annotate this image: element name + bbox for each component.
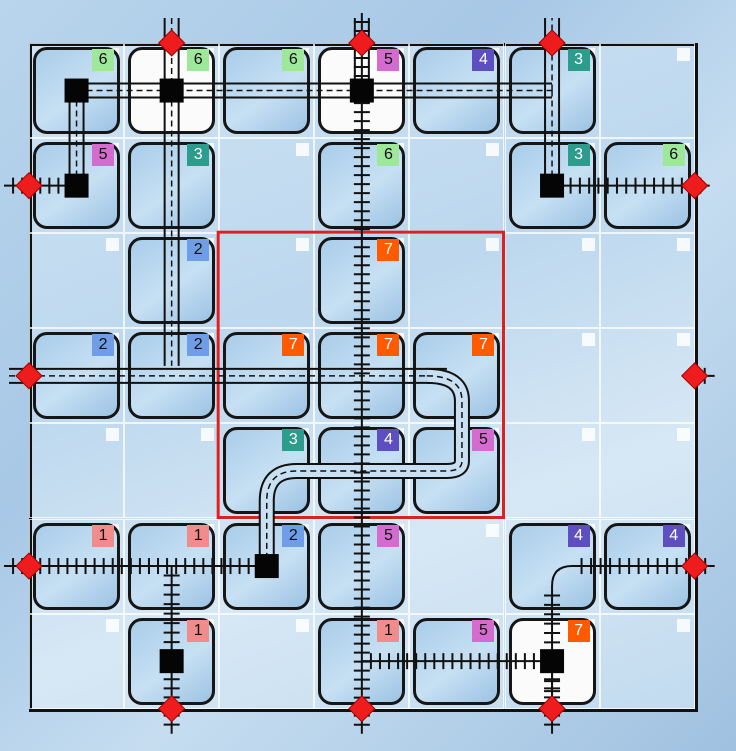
tile-number-badge: 7 (377, 334, 400, 357)
tile-number-badge: 5 (92, 144, 115, 167)
station-square[interactable] (64, 173, 89, 198)
station-square[interactable] (540, 173, 565, 198)
cell-corner-mark (676, 238, 690, 252)
tile-number-badge: 2 (187, 334, 210, 357)
rail-segment (163, 90, 180, 366)
tile-number-badge: 4 (567, 524, 590, 547)
tile-number-badge: 7 (377, 239, 400, 262)
exit-marker[interactable] (538, 29, 566, 57)
station-square[interactable] (64, 78, 89, 103)
cell-corner-mark (581, 428, 595, 442)
board-cell[interactable] (504, 233, 600, 329)
board-cell[interactable] (504, 423, 600, 519)
cell-corner-mark (486, 238, 500, 252)
tie-track (544, 586, 561, 662)
board-cell[interactable] (599, 613, 695, 709)
tile-number-badge: 6 (377, 144, 400, 167)
tile-number-badge: 1 (187, 619, 210, 642)
exit-marker[interactable] (348, 694, 376, 723)
tile-number-badge: 2 (282, 524, 305, 547)
board-cell[interactable] (599, 233, 695, 329)
tile-number-badge: 1 (92, 524, 115, 547)
tile-number-badge: 7 (282, 334, 305, 357)
tile-number-badge: 7 (472, 334, 495, 357)
tile-number-badge: 1 (187, 524, 210, 547)
cell-corner-mark (486, 143, 500, 157)
tile-number-badge: 7 (567, 619, 590, 642)
board-cell[interactable] (219, 613, 315, 709)
station-square[interactable] (254, 554, 279, 579)
exit-marker[interactable] (680, 552, 709, 580)
tile-number-badge: 5 (472, 619, 495, 642)
exit-marker[interactable] (538, 694, 566, 723)
exit-marker[interactable] (15, 171, 43, 200)
board-cell[interactable] (409, 518, 505, 614)
cell-corner-mark (296, 238, 310, 252)
tile-number-badge: 4 (377, 429, 400, 452)
board-cell[interactable] (29, 423, 125, 519)
tile-number-badge: 6 (187, 49, 210, 71)
tile-number-badge: 6 (662, 144, 685, 167)
tile-number-badge: 5 (377, 524, 400, 547)
exit-marker[interactable] (348, 29, 376, 57)
tile-number-badge: 2 (187, 239, 210, 262)
rail-segment (76, 82, 553, 99)
tie-track (361, 653, 553, 670)
tile-number-badge: 6 (92, 49, 115, 71)
rail-segment (68, 90, 85, 186)
cell-corner-mark (486, 523, 500, 537)
board-cell[interactable] (29, 613, 125, 709)
tile-number-badge: 4 (662, 524, 685, 547)
tile-number-badge: 6 (282, 49, 305, 71)
tile-number-badge: 1 (377, 619, 400, 642)
exit-marker[interactable] (157, 694, 186, 723)
exit-marker[interactable] (15, 552, 43, 580)
board-cell[interactable] (599, 423, 695, 519)
station-square[interactable] (349, 78, 374, 103)
tile-number-badge: 4 (472, 49, 495, 71)
station-square[interactable] (540, 649, 565, 674)
tile-number-badge: 5 (377, 49, 400, 71)
station-square[interactable] (159, 649, 184, 674)
cell-corner-mark (106, 238, 120, 252)
tile-number-badge: 5 (472, 429, 495, 452)
cell-corner-mark (581, 333, 595, 347)
tile-number-badge: 3 (282, 429, 305, 452)
cell-corner-mark (106, 428, 120, 442)
exit-marker[interactable] (15, 362, 43, 390)
board-cell[interactable] (599, 43, 695, 139)
exit-marker[interactable] (680, 171, 709, 200)
cell-corner-mark (676, 618, 690, 632)
exit-marker[interactable] (680, 362, 709, 390)
cell-corner-mark (296, 618, 310, 632)
tile-number-badge: 3 (567, 49, 590, 71)
rail-curve (258, 367, 470, 567)
cell-corner-mark (296, 143, 310, 157)
exit-marker[interactable] (157, 29, 186, 57)
cell-corner-mark (581, 238, 595, 252)
cell-corner-mark (676, 333, 690, 347)
tie-track (163, 566, 180, 662)
tile-number-badge: 3 (567, 144, 590, 167)
tie-track (4, 558, 267, 575)
cell-corner-mark (106, 618, 120, 632)
rail-segment (544, 90, 561, 186)
cell-corner-mark (676, 48, 690, 61)
cell-corner-mark (201, 428, 215, 442)
tie-track (353, 13, 370, 734)
tie-curve (551, 565, 573, 587)
tile-number-badge: 2 (92, 334, 115, 357)
rail-segment (9, 367, 447, 384)
station-square[interactable] (159, 78, 184, 103)
board-cell[interactable] (504, 328, 600, 424)
board-cell[interactable] (29, 233, 125, 329)
tile-number-badge: 3 (187, 144, 210, 167)
track-tile[interactable]: 2 (33, 332, 121, 420)
cell-corner-mark (676, 428, 690, 442)
